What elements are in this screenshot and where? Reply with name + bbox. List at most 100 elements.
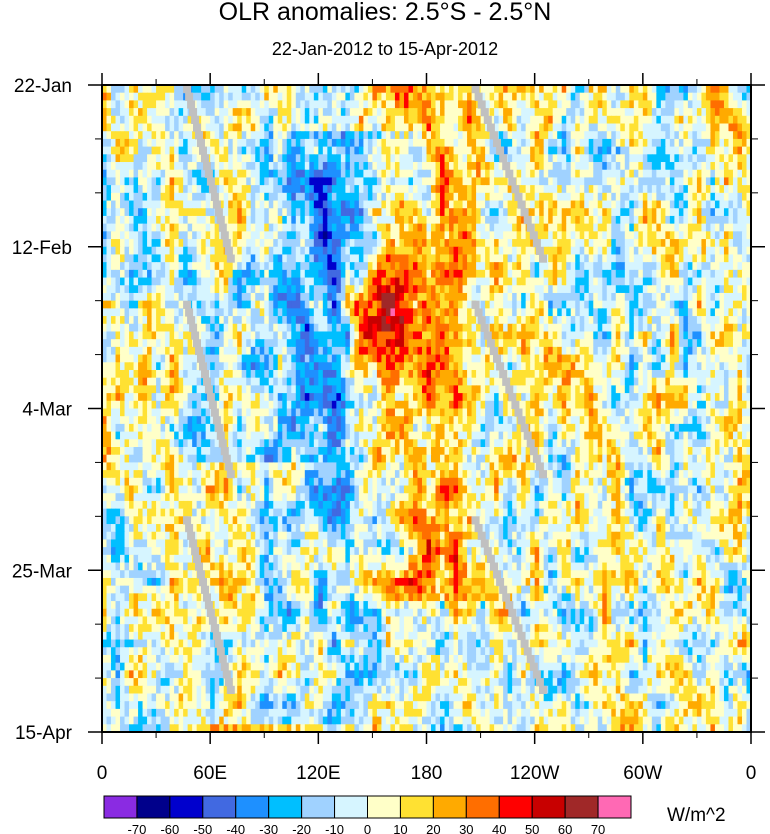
anomaly-cell: [232, 85, 238, 94]
anomaly-cell: [633, 131, 639, 140]
anomaly-cell: [273, 239, 279, 248]
anomaly-cell: [421, 92, 428, 101]
anomaly-cell: [512, 215, 518, 225]
anomaly-cell: [124, 246, 130, 256]
anomaly-cell: [570, 162, 576, 171]
anomaly-cell: [530, 169, 536, 179]
anomaly-cell: [521, 108, 527, 117]
anomaly-cell: [602, 177, 608, 186]
anomaly-cell: [223, 138, 229, 148]
anomaly-cell: [277, 254, 283, 263]
anomaly-cell: [548, 146, 554, 155]
anomaly-cell: [480, 146, 486, 155]
anomaly-cell: [431, 162, 437, 171]
anomaly-cell: [462, 239, 468, 248]
anomaly-cell: [696, 269, 703, 279]
anomaly-cell: [498, 85, 504, 94]
anomaly-cell: [187, 277, 193, 286]
anomaly-cell: [300, 185, 306, 194]
anomaly-cell: [597, 239, 603, 248]
anomaly-cell: [417, 254, 423, 263]
anomaly-cell: [228, 215, 234, 225]
anomaly-cell: [309, 239, 315, 248]
anomaly-cell: [367, 185, 374, 194]
anomaly-cell: [633, 138, 639, 148]
anomaly-cell: [214, 231, 220, 240]
anomaly-cell: [584, 200, 590, 209]
anomaly-cell: [530, 131, 536, 140]
anomaly-cell: [277, 262, 283, 271]
anomaly-cell: [399, 169, 405, 179]
anomaly-cell: [633, 239, 639, 248]
anomaly-cell: [241, 177, 247, 186]
anomaly-cell: [444, 131, 450, 140]
anomaly-cell: [264, 131, 270, 140]
anomaly-cell: [444, 292, 450, 302]
anomaly-cell: [133, 138, 139, 148]
anomaly-cell: [156, 323, 162, 333]
anomaly-cell: [606, 331, 612, 340]
anomaly-cell: [358, 239, 365, 248]
anomaly-cell: [345, 346, 351, 356]
anomaly-cell: [147, 254, 153, 263]
anomaly-cell: [169, 146, 175, 155]
anomaly-cell: [602, 192, 608, 202]
anomaly-cell: [205, 208, 211, 217]
anomaly-cell: [417, 100, 423, 109]
anomaly-cell: [349, 138, 355, 148]
anomaly-cell: [651, 92, 657, 101]
anomaly-cell: [421, 246, 428, 256]
anomaly-cell: [376, 185, 383, 194]
anomaly-cell: [678, 262, 684, 271]
anomaly-cell: [593, 339, 599, 348]
anomaly-cell: [588, 123, 594, 132]
anomaly-cell: [232, 331, 238, 340]
anomaly-cell: [205, 200, 211, 209]
anomaly-cell: [435, 231, 441, 240]
anomaly-cell: [624, 100, 630, 109]
anomaly-cell: [692, 92, 698, 101]
anomaly-cell: [417, 192, 423, 202]
anomaly-cell: [543, 169, 549, 179]
anomaly-cell: [737, 162, 743, 171]
anomaly-cell: [638, 285, 644, 294]
anomaly-cell: [494, 123, 500, 132]
anomaly-cell: [336, 331, 342, 340]
anomaly-cell: [579, 162, 585, 171]
anomaly-cell: [277, 123, 283, 132]
anomaly-cell: [205, 308, 211, 317]
anomaly-cell: [367, 346, 374, 356]
anomaly-cell: [557, 269, 563, 279]
anomaly-cell: [543, 192, 549, 202]
anomaly-cell: [431, 277, 437, 286]
anomaly-cell: [403, 154, 410, 163]
anomaly-cell: [723, 277, 730, 286]
anomaly-cell: [728, 115, 734, 125]
anomaly-cell: [611, 169, 617, 179]
anomaly-cell: [620, 123, 626, 132]
anomaly-cell: [525, 269, 531, 279]
anomaly-cell: [566, 138, 572, 148]
anomaly-cell: [696, 285, 703, 294]
anomaly-cell: [412, 339, 419, 348]
anomaly-cell: [512, 239, 518, 248]
anomaly-cell: [111, 239, 117, 248]
anomaly-cell: [476, 208, 482, 217]
anomaly-cell: [219, 131, 225, 140]
anomaly-cell: [444, 339, 450, 348]
anomaly-cell: [358, 100, 365, 109]
anomaly-cell: [584, 331, 590, 340]
anomaly-cell: [322, 185, 328, 194]
anomaly-cell: [534, 223, 540, 232]
anomaly-cell: [156, 131, 162, 140]
anomaly-cell: [237, 285, 243, 294]
anomaly-cell: [408, 316, 414, 325]
anomaly-cell: [259, 200, 265, 209]
anomaly-cell: [129, 323, 135, 333]
anomaly-cell: [606, 192, 612, 202]
anomaly-cell: [566, 100, 572, 109]
anomaly-cell: [318, 177, 324, 186]
anomaly-cell: [286, 85, 292, 94]
anomaly-cell: [638, 100, 644, 109]
anomaly-cell: [615, 115, 621, 125]
